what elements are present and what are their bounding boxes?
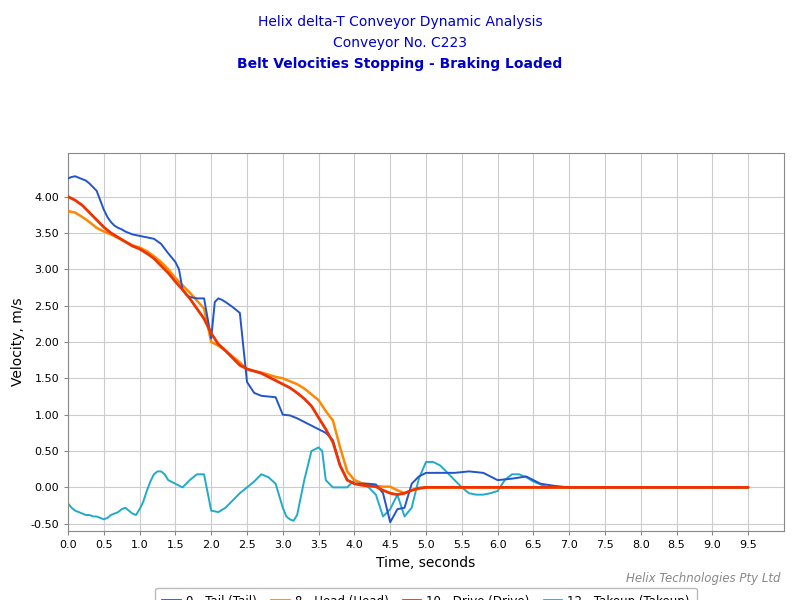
Legend: 0 - Tail (Tail), 8 - Head (Head), 10 - Drive (Drive), 12 - Takeup (Takeup): 0 - Tail (Tail), 8 - Head (Head), 10 - D…	[155, 588, 697, 600]
Text: Helix delta-T Conveyor Dynamic Analysis: Helix delta-T Conveyor Dynamic Analysis	[258, 15, 542, 29]
Text: Belt Velocities Stopping - Braking Loaded: Belt Velocities Stopping - Braking Loade…	[238, 57, 562, 71]
Text: Helix Technologies Pty Ltd: Helix Technologies Pty Ltd	[626, 572, 780, 585]
Y-axis label: Velocity, m/s: Velocity, m/s	[10, 298, 25, 386]
Text: Conveyor No. C223: Conveyor No. C223	[333, 36, 467, 50]
X-axis label: Time, seconds: Time, seconds	[376, 556, 476, 569]
